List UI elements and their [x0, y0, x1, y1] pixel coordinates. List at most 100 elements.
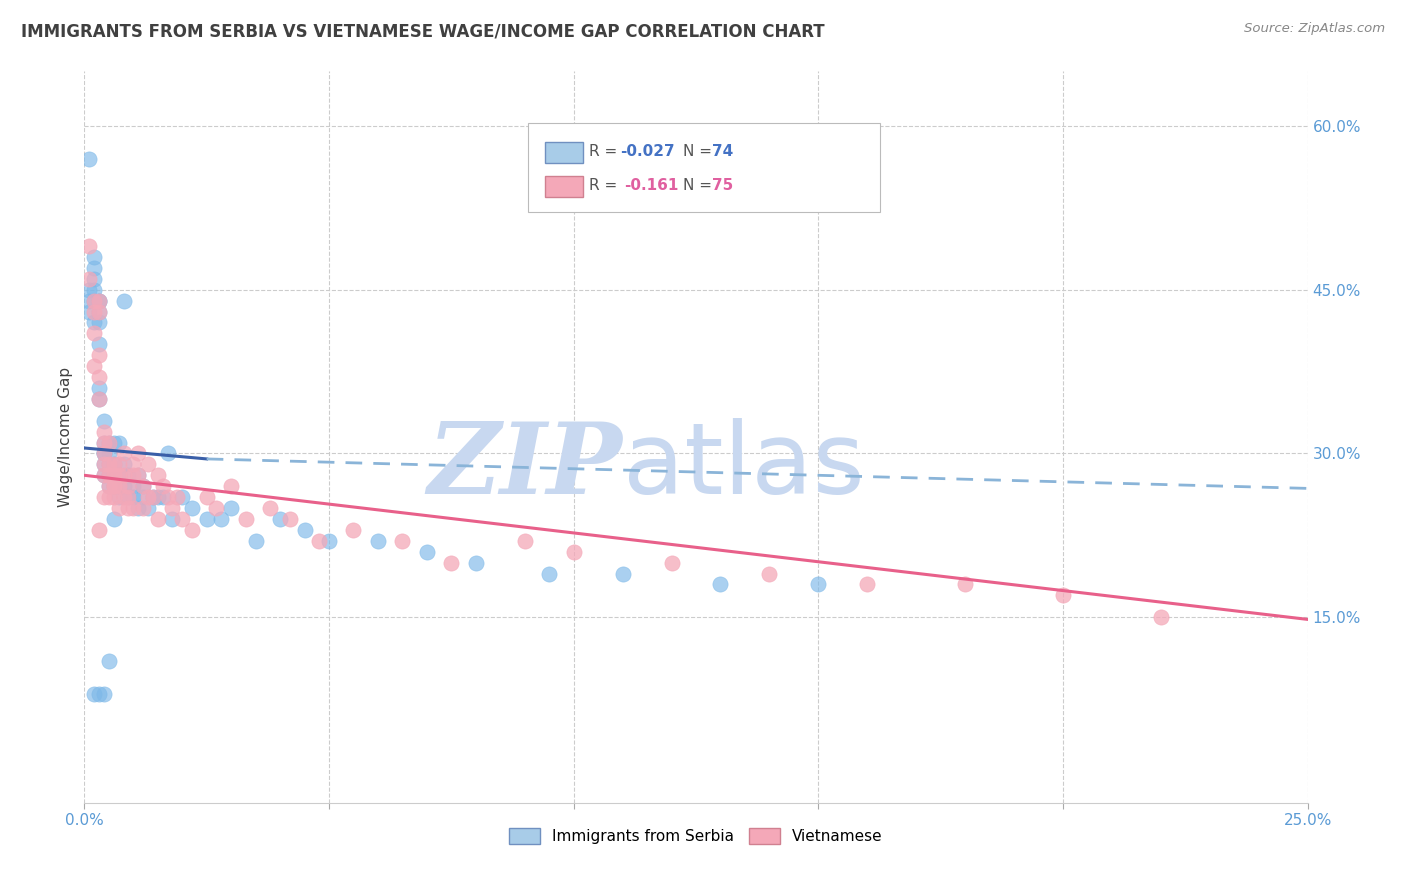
- Point: [612, 566, 634, 581]
- Point: [807, 577, 830, 591]
- Point: [136, 501, 159, 516]
- Point: [162, 501, 184, 516]
- Point: [93, 687, 115, 701]
- Point: [112, 490, 135, 504]
- Point: [83, 283, 105, 297]
- Point: [107, 479, 129, 493]
- Point: [513, 533, 536, 548]
- Point: [195, 490, 218, 504]
- Point: [367, 533, 389, 548]
- Point: [103, 512, 125, 526]
- Point: [245, 533, 267, 548]
- Point: [122, 490, 145, 504]
- Point: [77, 239, 100, 253]
- Point: [162, 512, 184, 526]
- Point: [103, 479, 125, 493]
- Point: [205, 501, 228, 516]
- Y-axis label: Wage/Income Gap: Wage/Income Gap: [58, 367, 73, 508]
- Point: [464, 556, 486, 570]
- Point: [77, 152, 100, 166]
- Point: [235, 512, 257, 526]
- Text: N =: N =: [683, 178, 717, 193]
- Point: [103, 468, 125, 483]
- Point: [87, 337, 110, 351]
- Legend: Immigrants from Serbia, Vietnamese: Immigrants from Serbia, Vietnamese: [503, 822, 889, 850]
- Point: [132, 479, 155, 493]
- Point: [117, 490, 139, 504]
- Point: [758, 566, 780, 581]
- Point: [172, 490, 194, 504]
- Point: [195, 512, 218, 526]
- Point: [77, 283, 100, 297]
- Point: [117, 501, 139, 516]
- Text: Source: ZipAtlas.com: Source: ZipAtlas.com: [1244, 22, 1385, 36]
- Point: [103, 479, 125, 493]
- Point: [112, 293, 135, 308]
- Point: [93, 490, 115, 504]
- Point: [152, 490, 174, 504]
- Point: [103, 458, 125, 472]
- Point: [142, 490, 165, 504]
- Point: [156, 490, 179, 504]
- Text: 74: 74: [713, 145, 734, 160]
- Point: [97, 468, 120, 483]
- Point: [83, 293, 105, 308]
- Point: [87, 392, 110, 406]
- Point: [87, 293, 110, 308]
- Point: [77, 304, 100, 318]
- Text: N =: N =: [683, 145, 717, 160]
- Point: [117, 468, 139, 483]
- Point: [107, 458, 129, 472]
- Point: [562, 545, 585, 559]
- Point: [77, 293, 100, 308]
- Text: -0.161: -0.161: [624, 178, 678, 193]
- Point: [132, 501, 155, 516]
- Point: [219, 479, 242, 493]
- Text: IMMIGRANTS FROM SERBIA VS VIETNAMESE WAGE/INCOME GAP CORRELATION CHART: IMMIGRANTS FROM SERBIA VS VIETNAMESE WAG…: [21, 22, 825, 40]
- Point: [953, 577, 976, 591]
- Point: [127, 468, 149, 483]
- Point: [87, 293, 110, 308]
- Point: [1150, 610, 1173, 624]
- Point: [122, 479, 145, 493]
- Point: [278, 512, 301, 526]
- Point: [97, 435, 120, 450]
- Point: [97, 479, 120, 493]
- Point: [219, 501, 242, 516]
- Point: [538, 566, 561, 581]
- Point: [103, 479, 125, 493]
- Point: [136, 458, 159, 472]
- Point: [209, 512, 232, 526]
- Point: [97, 479, 120, 493]
- Text: atlas: atlas: [623, 417, 865, 515]
- Point: [93, 446, 115, 460]
- Point: [107, 501, 129, 516]
- Point: [83, 359, 105, 373]
- Point: [87, 293, 110, 308]
- Point: [856, 577, 879, 591]
- Point: [87, 381, 110, 395]
- Text: ZIP: ZIP: [427, 418, 623, 515]
- Point: [93, 414, 115, 428]
- Text: R =: R =: [589, 178, 627, 193]
- Point: [93, 446, 115, 460]
- Point: [127, 501, 149, 516]
- Point: [107, 468, 129, 483]
- Point: [97, 468, 120, 483]
- Point: [97, 654, 120, 668]
- Point: [146, 490, 169, 504]
- Point: [103, 490, 125, 504]
- Point: [294, 523, 316, 537]
- Point: [93, 435, 115, 450]
- Point: [117, 479, 139, 493]
- Point: [87, 348, 110, 362]
- Point: [342, 523, 364, 537]
- Point: [97, 490, 120, 504]
- Point: [269, 512, 291, 526]
- Point: [181, 523, 204, 537]
- Point: [97, 435, 120, 450]
- Point: [122, 501, 145, 516]
- Point: [83, 293, 105, 308]
- Point: [259, 501, 281, 516]
- Point: [93, 468, 115, 483]
